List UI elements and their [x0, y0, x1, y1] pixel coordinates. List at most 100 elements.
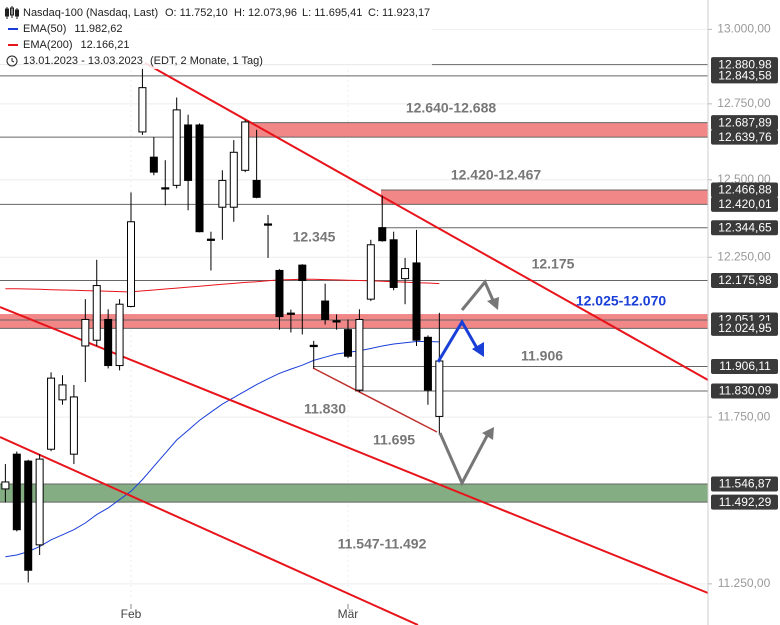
- candle-body: [275, 269, 284, 318]
- candle-body: [24, 460, 33, 571]
- instrument-title: Nasdaq-100 (Nasdaq, Last): [23, 7, 158, 19]
- scenario-arrow: [438, 432, 490, 487]
- candle-body: [218, 179, 227, 208]
- level-annotation: 11.906: [521, 348, 563, 364]
- candle-icon: [5, 6, 19, 19]
- candle-body: [69, 396, 78, 455]
- candle-body: [12, 453, 21, 531]
- candle-body: [355, 318, 364, 391]
- zone-label: 12.025-12.070: [576, 293, 667, 309]
- candle-body: [115, 303, 124, 367]
- lines-layer: [0, 64, 708, 558]
- level-label: 12.466,88: [718, 183, 772, 197]
- zone-label: 12.640-12.688: [406, 100, 497, 116]
- zone-label: 11.547-11.492: [338, 536, 427, 552]
- zone-label: 12.420-12.467: [451, 167, 542, 183]
- quote-high: H: 12.073,96: [234, 7, 297, 19]
- header-background: [0, 0, 432, 69]
- level-label-box: [711, 273, 778, 289]
- arrows-layer: [436, 279, 499, 487]
- candle-body: [127, 221, 135, 307]
- level-label-box: [711, 115, 778, 131]
- zones-layer: [0, 122, 708, 503]
- zone: [0, 314, 708, 329]
- period: 13.01.2023 - 13.03.2023: [23, 55, 143, 67]
- candle-body: [401, 268, 410, 280]
- axis-background: [708, 0, 780, 625]
- candle-body: [343, 329, 352, 357]
- level-annotation: 11.830: [304, 401, 346, 417]
- level-label: 11.906,11: [719, 359, 771, 373]
- trend-line: [0, 436, 419, 625]
- quote-open: O: 11.752,10: [165, 7, 228, 19]
- candle-body: [423, 336, 432, 391]
- candle-body: [229, 151, 238, 208]
- quote-close: C: 11.923,17: [368, 7, 430, 19]
- level-label: 12.880,98: [718, 57, 772, 71]
- candle-body: [435, 360, 444, 417]
- candle-body: [35, 458, 44, 546]
- legend-entry: EMA(50): [23, 23, 66, 35]
- level-label: 12.639,76: [718, 130, 772, 144]
- level-label-box: [711, 182, 778, 198]
- axis-layer: 13.000,00 12.750,00 12.500,00 12.250,00 11.7…: [121, 0, 780, 625]
- candle-body: [389, 239, 398, 288]
- candle-body: [161, 187, 170, 190]
- candle-body: [241, 121, 250, 171]
- arrow-head: [487, 297, 499, 310]
- y-tick-label: 11.750,00: [718, 409, 771, 423]
- level-label-box: [711, 383, 778, 399]
- header: Nasdaq-100 (Nasdaq, Last) O: 11.752,10 H…: [0, 0, 432, 69]
- candle-body: [92, 285, 101, 341]
- scenario-arrow: [460, 279, 497, 311]
- candle-body: [149, 156, 158, 173]
- trend-line: [312, 367, 438, 433]
- legend-value: 12.166,21: [81, 39, 130, 51]
- candle-body: [286, 312, 295, 315]
- annotation-layer: 12.640-12.688 12.420-12.467 12.025-12.070 1…: [293, 100, 667, 552]
- candle-body: [81, 318, 90, 347]
- level-annotation: 12.175: [532, 256, 575, 272]
- arrow-head: [482, 427, 494, 440]
- level-label: 12.175,98: [718, 273, 772, 287]
- candle-body: [321, 300, 330, 320]
- zone: [381, 189, 708, 205]
- zone: [245, 122, 708, 138]
- candle-body: [47, 377, 56, 450]
- candle-body: [138, 87, 147, 133]
- level-label: 12.843,58: [718, 68, 772, 82]
- candle-body: [332, 320, 341, 323]
- candle-body: [104, 318, 113, 367]
- candle-body: [1, 481, 10, 490]
- candle-body: [206, 238, 215, 241]
- x-tick-label: Feb: [121, 607, 142, 621]
- candle-body: [184, 124, 193, 181]
- y-tick-label: 12.500,00: [717, 172, 771, 186]
- candle-body: [195, 124, 204, 233]
- period-note: (EDT, 2 Monate, 1 Tag): [150, 55, 263, 67]
- level-label-box: [711, 196, 778, 212]
- y-tick-label: 13.000,00: [717, 22, 771, 36]
- candles-layer: [1, 67, 444, 583]
- y-tick-label: 11.250,00: [718, 576, 771, 590]
- candle-body: [309, 344, 318, 348]
- level-label: 11.546,87: [719, 477, 772, 491]
- level-label-box: [711, 358, 778, 374]
- x-tick-label: Mär: [338, 607, 359, 621]
- candle-body: [378, 227, 387, 242]
- arrow-head: [472, 342, 484, 357]
- level-label: 12.687,89: [718, 115, 772, 129]
- level-annotation: 12.345: [293, 229, 336, 245]
- candle-body: [298, 264, 307, 282]
- level-label: 12.344,65: [718, 220, 772, 234]
- level-label-box: [711, 68, 778, 84]
- level-annotation: 11.695: [373, 432, 415, 448]
- quote-low: L: 11.695,41: [302, 7, 362, 19]
- y-tick-label: 12.750,00: [717, 96, 771, 110]
- scenario-arrow: [436, 319, 480, 363]
- candle-body: [252, 179, 261, 198]
- level-label-box: [711, 494, 778, 510]
